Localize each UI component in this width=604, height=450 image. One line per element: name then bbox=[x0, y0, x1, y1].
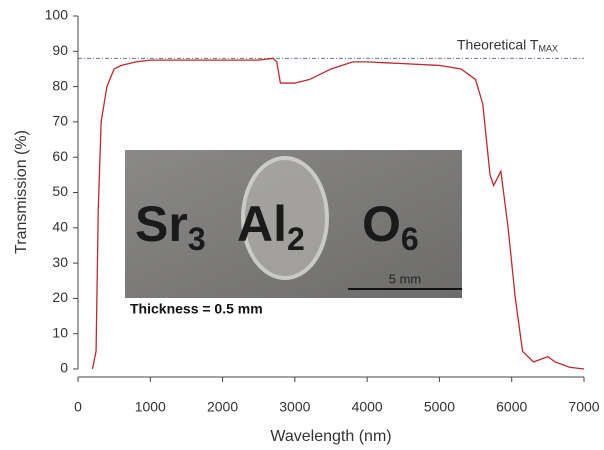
x-tick-label: 1000 bbox=[135, 399, 166, 415]
y-tick-label: 30 bbox=[52, 254, 68, 270]
formula-text: O6 bbox=[362, 196, 419, 257]
y-axis-title: Transmission (%) bbox=[13, 130, 30, 254]
y-tick-label: 20 bbox=[52, 289, 68, 305]
x-tick-label: 6000 bbox=[496, 399, 527, 415]
scale-bar-label: 5 mm bbox=[389, 271, 422, 286]
sample-disk bbox=[241, 156, 329, 280]
x-tick-label: 3000 bbox=[279, 399, 310, 415]
reference-label: Theoretical TMAX bbox=[457, 36, 558, 54]
formula-subscript: 3 bbox=[188, 221, 206, 257]
inset-photo: 5 mm Thickness = 0.5 mm Sr3 Al2 O6 bbox=[125, 150, 462, 317]
reference-label-text: Theoretical T bbox=[457, 36, 539, 52]
y-tick-label: 40 bbox=[52, 219, 68, 235]
y-tick-label: 60 bbox=[52, 148, 68, 164]
reference-label-subscript: MAX bbox=[538, 44, 558, 54]
y-tick-label: 0 bbox=[60, 360, 68, 376]
x-tick-label: 7000 bbox=[568, 399, 599, 415]
formula-element: O bbox=[362, 196, 401, 252]
y-tick-label: 90 bbox=[52, 42, 68, 58]
x-tick-label: 5000 bbox=[424, 399, 455, 415]
inset-caption: Thickness = 0.5 mm bbox=[130, 301, 263, 317]
formula-text: Al2 bbox=[237, 196, 305, 257]
formula-subscript: 2 bbox=[287, 221, 305, 257]
formula-text: Sr3 bbox=[135, 196, 206, 257]
x-tick-label: 0 bbox=[74, 399, 82, 415]
y-tick-label: 80 bbox=[52, 77, 68, 93]
y-tick-label: 70 bbox=[52, 113, 68, 129]
x-tick-label: 2000 bbox=[207, 399, 238, 415]
y-tick-label: 10 bbox=[52, 324, 68, 340]
formula-element: Al bbox=[237, 196, 287, 252]
x-tick-label: 4000 bbox=[352, 399, 383, 415]
formula-element: Sr bbox=[135, 196, 188, 252]
formula-subscript: 6 bbox=[401, 221, 419, 257]
transmission-line bbox=[91, 57, 585, 370]
y-tick-label: 50 bbox=[52, 183, 68, 199]
y-tick-label: 100 bbox=[45, 7, 69, 23]
x-axis-title: Wavelength (nm) bbox=[270, 428, 391, 445]
